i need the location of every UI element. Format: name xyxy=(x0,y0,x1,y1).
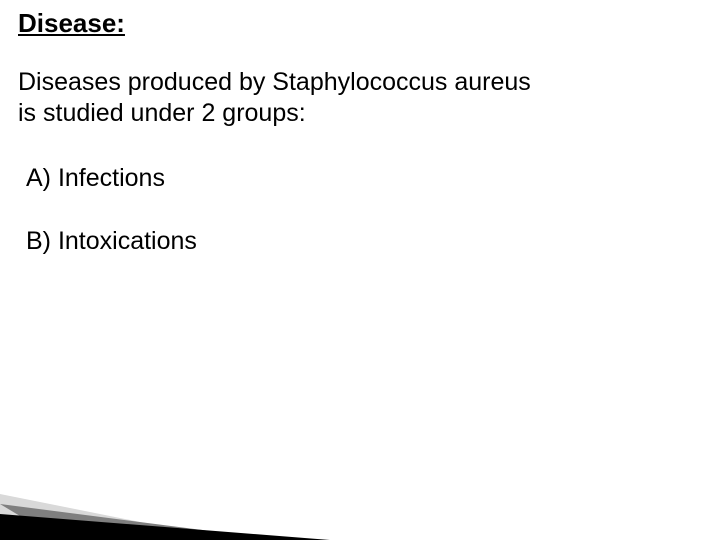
intro-line-2: is studied under 2 groups: xyxy=(18,99,306,127)
option-a: A) Infections xyxy=(26,164,702,193)
option-b: B) Intoxications xyxy=(26,227,702,256)
slide: Disease: Diseases produced by Staphyloco… xyxy=(0,0,720,540)
decor-stripe-dark xyxy=(0,514,330,540)
decor-stripe-light xyxy=(0,494,230,540)
slide-title: Disease: xyxy=(18,8,702,39)
corner-decor xyxy=(0,470,340,540)
intro-line-1: Diseases produced by Staphylococcus aure… xyxy=(18,68,531,96)
intro-text: Diseases produced by Staphylococcus aure… xyxy=(18,67,702,130)
decor-stripe-mid xyxy=(0,504,280,540)
